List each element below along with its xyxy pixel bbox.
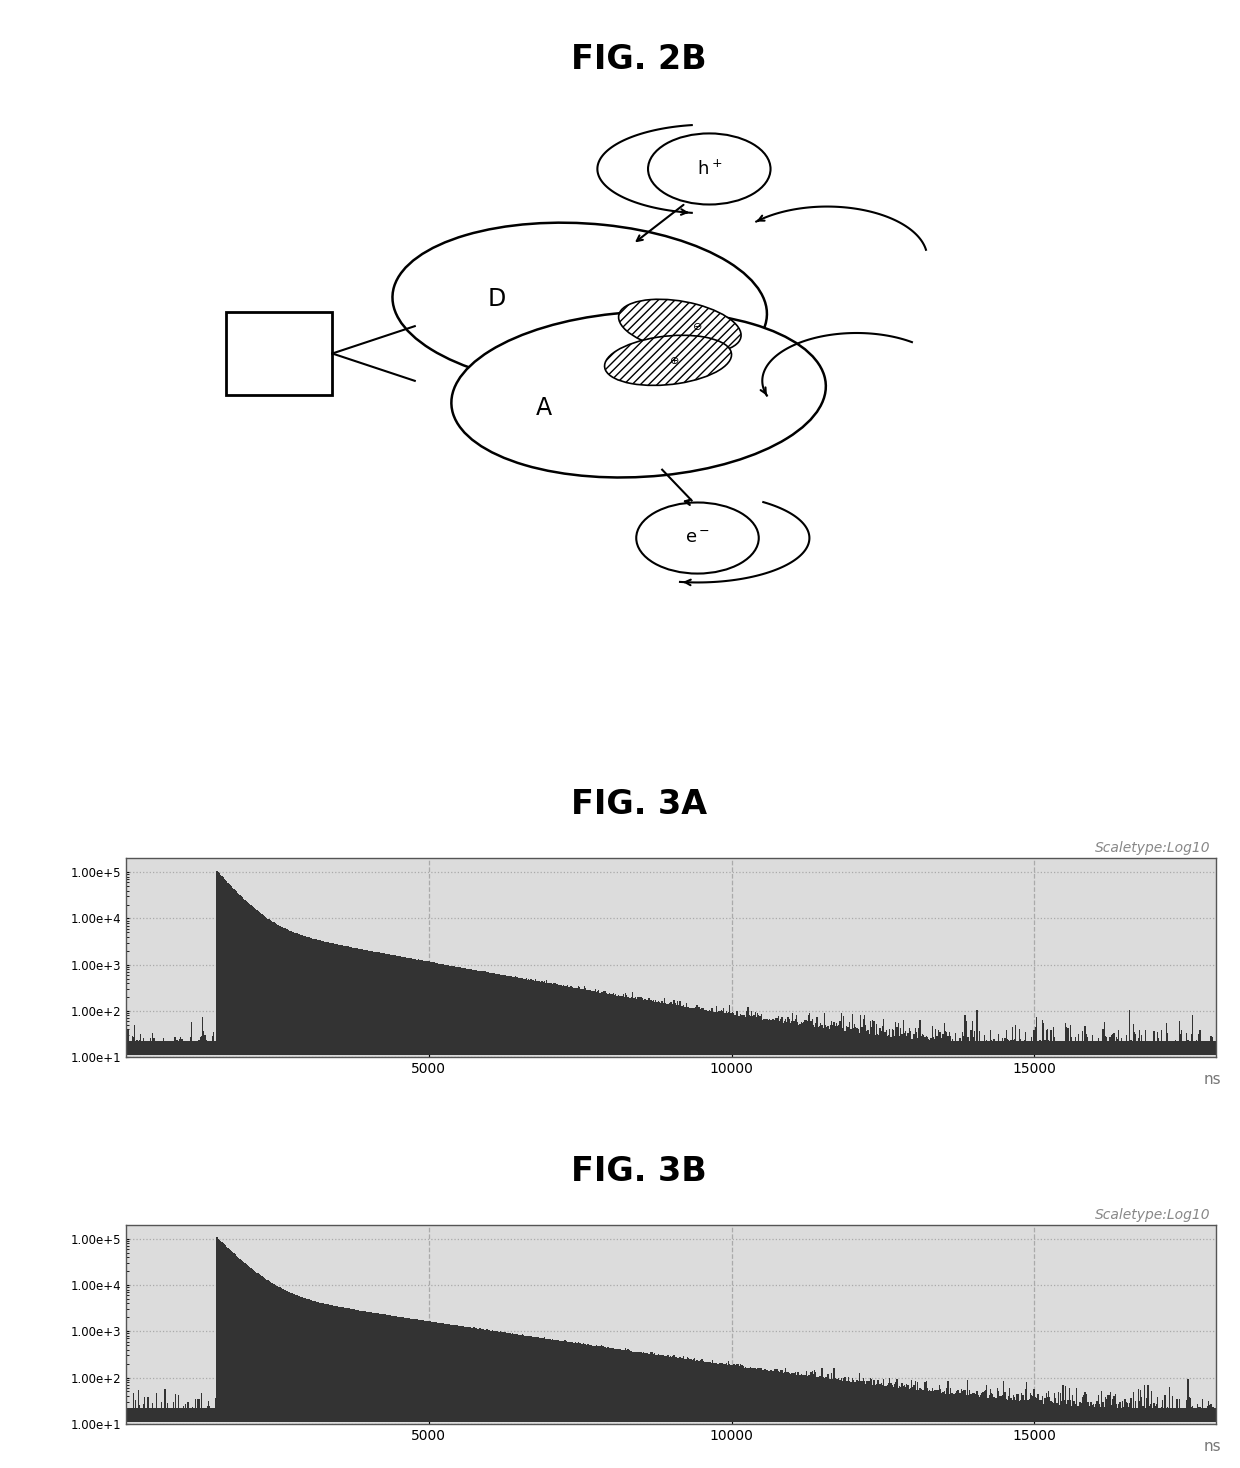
Text: FIG. 3A: FIG. 3A [570,788,707,821]
Ellipse shape [451,311,826,477]
Text: D: D [489,286,506,311]
Text: $\oplus$: $\oplus$ [668,355,680,366]
Text: FIG. 2B: FIG. 2B [570,43,707,75]
Text: ns: ns [1204,1439,1221,1453]
Ellipse shape [605,335,732,386]
Circle shape [636,502,759,574]
Text: A: A [536,396,553,420]
Text: FIG. 3B: FIG. 3B [570,1155,707,1188]
Text: $\ominus$: $\ominus$ [692,320,703,332]
Text: e$^-$: e$^-$ [684,528,711,548]
Bar [226,313,332,395]
Ellipse shape [619,299,742,352]
Ellipse shape [393,223,766,389]
Circle shape [649,134,770,204]
Text: ns: ns [1204,1072,1221,1088]
Text: h$^+$: h$^+$ [697,160,722,179]
